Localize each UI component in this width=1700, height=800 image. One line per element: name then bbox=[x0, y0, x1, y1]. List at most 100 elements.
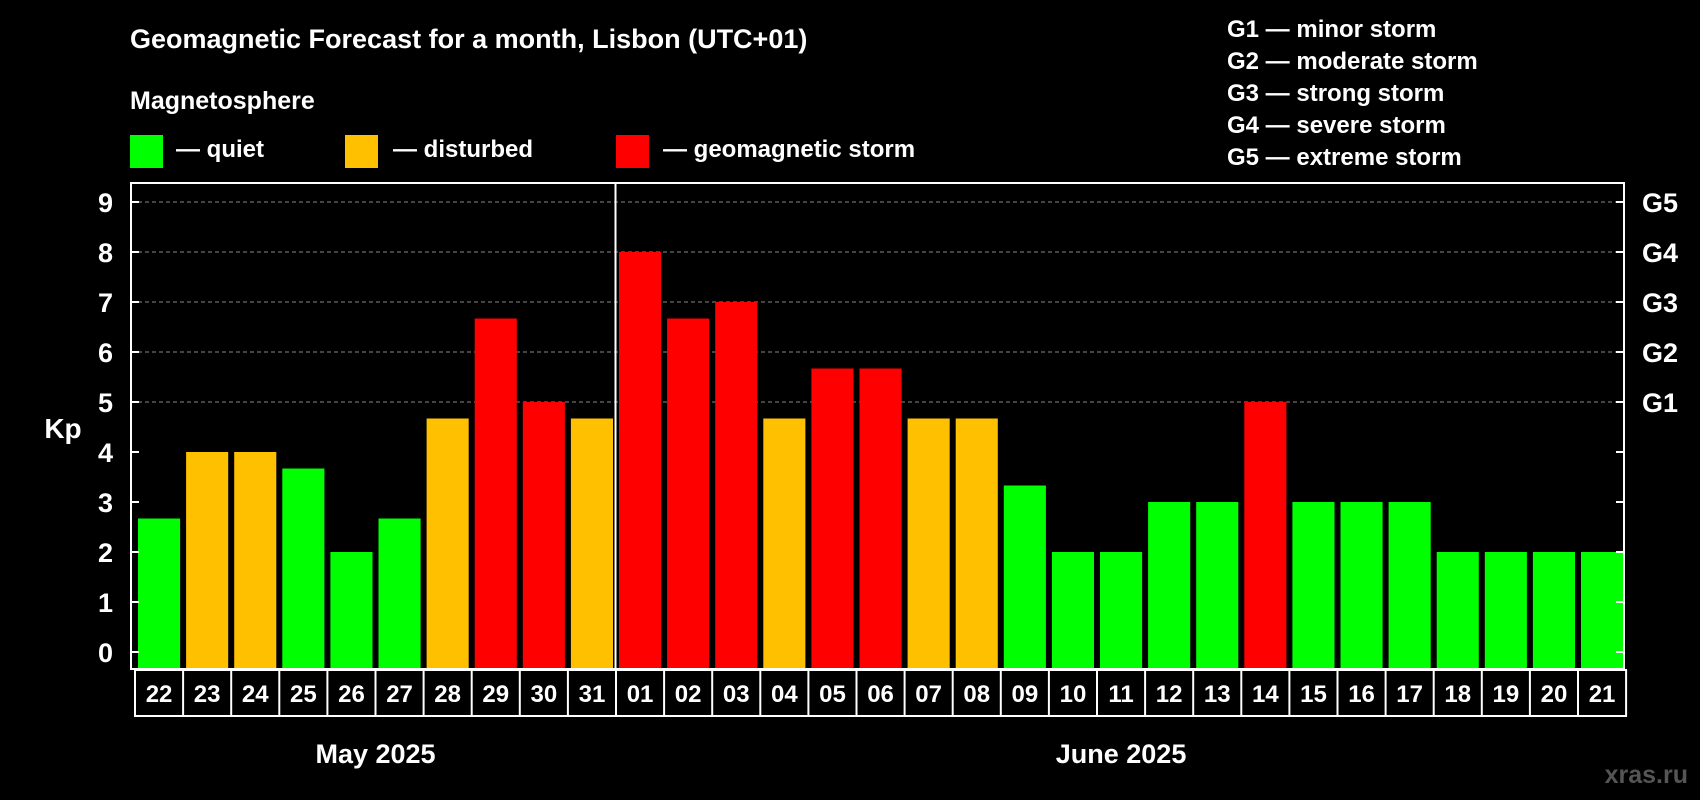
chart-title: Geomagnetic Forecast for a month, Lisbon… bbox=[130, 24, 807, 54]
x-tick-label-25: 16 bbox=[1348, 681, 1375, 708]
right-axis: G1 G2 G3 G4 G5 bbox=[1616, 188, 1678, 653]
bar-23-14 bbox=[1244, 402, 1287, 669]
storm-level-g2: G2 — moderate storm bbox=[1227, 48, 1478, 75]
y-tick-label-3: 3 bbox=[98, 488, 113, 518]
x-tick-label-22: 13 bbox=[1204, 681, 1231, 708]
x-tick-label-15: 06 bbox=[867, 681, 894, 708]
legend-label-disturbed: — disturbed bbox=[393, 136, 533, 163]
legend-swatch-quiet bbox=[130, 135, 163, 168]
x-tick-label-24: 15 bbox=[1300, 681, 1327, 708]
y-tick-label-9: 9 bbox=[98, 188, 113, 218]
storm-level-g4: G4 — severe storm bbox=[1227, 112, 1446, 139]
watermark: xras.ru bbox=[1605, 761, 1688, 789]
legend-label-quiet: — quiet bbox=[176, 136, 264, 163]
x-tick-label-20: 11 bbox=[1108, 681, 1133, 708]
bar-9-31 bbox=[570, 418, 613, 669]
bar-21-12 bbox=[1148, 502, 1191, 669]
storm-level-g1: G1 — minor storm bbox=[1227, 16, 1436, 43]
x-tick-label-16: 07 bbox=[915, 681, 942, 708]
bar-4-26 bbox=[330, 552, 373, 669]
bar-19-10 bbox=[1051, 552, 1094, 669]
y-tick-label-4: 4 bbox=[98, 438, 113, 468]
bar-10-01 bbox=[619, 252, 662, 669]
bar-2-24 bbox=[234, 452, 277, 669]
x-axis: 22 23 24 25 26 27 28 29 30 31 01 02 03 04 05 06 07 08 09 10… bbox=[134, 669, 1628, 717]
legend-label-storm: — geomagnetic storm bbox=[663, 136, 915, 163]
x-tick-label-6: 28 bbox=[434, 681, 461, 708]
x-tick-label-9: 31 bbox=[579, 681, 606, 708]
bar-15-06 bbox=[859, 368, 902, 669]
bar-24-15 bbox=[1292, 502, 1335, 669]
bar-14-05 bbox=[811, 368, 854, 669]
month-labels: May 2025 June 2025 bbox=[315, 739, 1186, 769]
bar-8-30 bbox=[522, 402, 565, 669]
legend-swatch-disturbed bbox=[345, 135, 378, 168]
legend-heading: Magnetosphere bbox=[130, 87, 315, 115]
y-tick-label-2: 2 bbox=[98, 538, 113, 568]
x-axis-frame bbox=[134, 669, 1628, 717]
legend: — quiet — disturbed — geomagnetic storm bbox=[130, 135, 915, 168]
x-tick-label-7: 29 bbox=[482, 681, 509, 708]
x-tick-label-26: 17 bbox=[1396, 681, 1423, 708]
x-tick-label-13: 04 bbox=[771, 681, 798, 708]
right-axis-label-G2: G2 bbox=[1642, 338, 1678, 368]
bars bbox=[138, 252, 1624, 669]
bar-18-09 bbox=[1003, 485, 1046, 669]
x-tick-label-27: 18 bbox=[1444, 681, 1471, 708]
x-tick-label-1: 23 bbox=[194, 681, 221, 708]
right-axis-label-G3: G3 bbox=[1642, 288, 1678, 318]
x-tick-label-11: 02 bbox=[675, 681, 702, 708]
right-axis-label-G1: G1 bbox=[1642, 388, 1678, 418]
bar-17-08 bbox=[955, 418, 998, 669]
bar-25-16 bbox=[1340, 502, 1383, 669]
x-tick-label-14: 05 bbox=[819, 681, 846, 708]
x-tick-label-18: 09 bbox=[1011, 681, 1038, 708]
y-tick-label-5: 5 bbox=[98, 388, 113, 418]
y-tick-label-1: 1 bbox=[98, 588, 113, 618]
y-axis: 0 1 2 3 4 5 6 7 8 9 bbox=[98, 188, 139, 668]
y-tick-label-7: 7 bbox=[98, 288, 113, 318]
bar-16-07 bbox=[907, 418, 950, 669]
bar-13-04 bbox=[763, 418, 806, 669]
y-axis-label: Kp bbox=[44, 413, 81, 444]
x-tick-label-2: 24 bbox=[242, 681, 269, 708]
bar-29-20 bbox=[1532, 552, 1575, 669]
x-tick-label-19: 10 bbox=[1060, 681, 1087, 708]
legend-swatch-storm bbox=[616, 135, 649, 168]
bar-6-28 bbox=[426, 418, 469, 669]
bar-5-27 bbox=[378, 518, 421, 669]
x-tick-label-4: 26 bbox=[338, 681, 365, 708]
grid bbox=[131, 183, 1624, 669]
bar-27-18 bbox=[1436, 552, 1479, 669]
y-tick-label-0: 0 bbox=[98, 638, 113, 668]
y-tick-label-8: 8 bbox=[98, 238, 113, 268]
right-axis-label-G4: G4 bbox=[1642, 238, 1678, 268]
bar-12-03 bbox=[715, 302, 758, 669]
month-label-1: June 2025 bbox=[1056, 739, 1187, 769]
bar-28-19 bbox=[1484, 552, 1527, 669]
x-tick-label-30: 21 bbox=[1589, 681, 1616, 708]
bar-0-22 bbox=[138, 518, 181, 669]
y-tick-label-6: 6 bbox=[98, 338, 113, 368]
x-tick-label-17: 08 bbox=[963, 681, 990, 708]
x-tick-label-5: 27 bbox=[386, 681, 413, 708]
bar-11-02 bbox=[667, 318, 710, 669]
x-tick-label-0: 22 bbox=[146, 681, 173, 708]
bar-20-11 bbox=[1100, 552, 1143, 669]
x-tick-label-3: 25 bbox=[290, 681, 317, 708]
bar-26-17 bbox=[1388, 502, 1431, 669]
x-tick-label-12: 03 bbox=[723, 681, 750, 708]
storm-level-g5: G5 — extreme storm bbox=[1227, 144, 1462, 171]
x-tick-label-10: 01 bbox=[627, 681, 654, 708]
storm-level-g3: G3 — strong storm bbox=[1227, 80, 1444, 107]
x-tick-label-28: 19 bbox=[1492, 681, 1519, 708]
bar-22-13 bbox=[1196, 502, 1239, 669]
x-tick-label-23: 14 bbox=[1252, 681, 1279, 708]
bar-7-29 bbox=[474, 318, 517, 669]
bar-3-25 bbox=[282, 468, 325, 669]
bar-30-21 bbox=[1581, 552, 1624, 669]
bar-1-23 bbox=[186, 452, 229, 669]
x-tick-label-29: 20 bbox=[1541, 681, 1568, 708]
storm-level-legend: G1 — minor storm G2 — moderate storm G3 … bbox=[1227, 16, 1478, 171]
